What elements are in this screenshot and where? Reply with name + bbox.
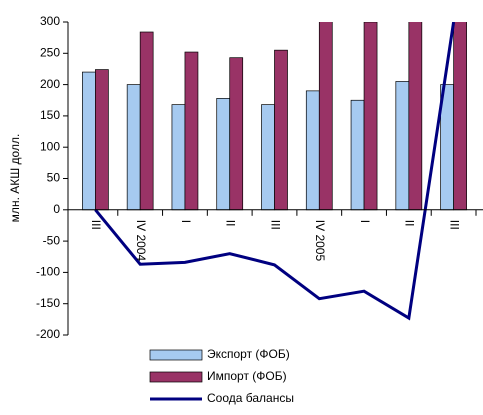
x-tick-label: III: [89, 220, 103, 230]
bar: [453, 22, 467, 211]
legend-label: Импорт (ФОБ): [207, 369, 287, 383]
bar: [350, 99, 365, 211]
bar: [171, 104, 186, 211]
bar: [139, 31, 154, 211]
y-tick-label: -150: [36, 296, 60, 310]
bar: [184, 51, 199, 211]
x-tick-label: III: [447, 220, 461, 230]
y-tick-label: 300: [40, 14, 60, 28]
bar: [95, 69, 109, 211]
bar: [229, 57, 244, 211]
bar: [408, 22, 423, 211]
y-tick-label: 150: [40, 108, 60, 122]
x-tick-label: IV 2005: [313, 220, 327, 262]
legend-label: Экспорт (ФОБ): [207, 347, 290, 361]
legend-label: Соода балансы: [207, 391, 294, 405]
x-tick-label: I: [179, 220, 193, 223]
bar: [318, 22, 333, 211]
bar: [82, 71, 96, 211]
y-tick-label: 50: [47, 171, 61, 185]
bar: [305, 90, 320, 211]
bar: [126, 84, 141, 211]
line: [94, 22, 456, 321]
x-tick-label: IV 2004: [134, 220, 148, 262]
y-tick-label: -50: [43, 233, 61, 247]
bar: [274, 49, 288, 211]
bar: [395, 81, 410, 211]
bar: [261, 104, 275, 211]
legend-swatch: [149, 371, 203, 383]
x-tick-label: III: [268, 220, 282, 230]
y-tick-label: -200: [36, 327, 60, 341]
legend-swatch: [149, 349, 203, 361]
y-tick-label: -100: [36, 265, 60, 279]
x-tick-label: I: [358, 220, 372, 223]
plot-area: [82, 22, 467, 321]
bar: [363, 22, 378, 211]
x-tick-label: II: [224, 220, 238, 227]
y-tick-label: 100: [40, 139, 60, 153]
y-tick-label: 250: [40, 45, 60, 59]
y-tick-label: 0: [53, 202, 60, 216]
bar: [216, 98, 231, 211]
x-tick-label: II: [403, 220, 417, 227]
y-tick-label: 200: [40, 77, 60, 91]
y-axis-label: млн. АКШ долл.: [8, 134, 22, 223]
